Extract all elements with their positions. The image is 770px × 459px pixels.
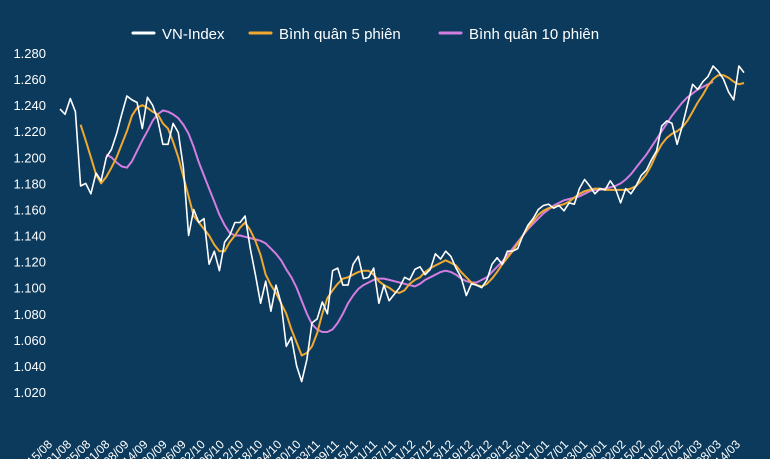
series-layer: [59, 65, 745, 383]
y-tick-label: 1.260: [13, 72, 46, 87]
y-tick-label: 1.080: [13, 307, 46, 322]
y-tick-label: 1.180: [13, 176, 46, 191]
y-tick-label: 1.140: [13, 229, 46, 244]
y-tick-label: 1.060: [13, 333, 46, 348]
y-tick-label: 1.280: [13, 46, 46, 61]
y-tick-label: 1.240: [13, 98, 46, 113]
legend: VN-Index Bình quân 5 phiên Bình quân 10 …: [131, 26, 599, 43]
y-tick-label: 1.100: [13, 281, 46, 296]
y-tick-label: 1.200: [13, 150, 46, 165]
legend-label-ma5: Bình quân 5 phiên: [279, 26, 401, 43]
y-tick-label: 1.160: [13, 202, 46, 217]
legend-label-vnindex: VN-Index: [162, 26, 225, 43]
series-line-vnindex: [59, 65, 745, 383]
y-axis: 1.020 1.040 1.060 1.080 1.100 1.120 1.140 1.160…: [13, 46, 46, 400]
y-tick-label: 1.040: [13, 359, 46, 374]
legend-label-ma10: Bình quân 10 phiên: [469, 26, 599, 43]
y-tick-label: 1.020: [13, 385, 46, 400]
series-line-ma5: [79, 74, 745, 357]
y-tick-label: 1.220: [13, 124, 46, 139]
y-tick-label: 1.120: [13, 255, 46, 270]
